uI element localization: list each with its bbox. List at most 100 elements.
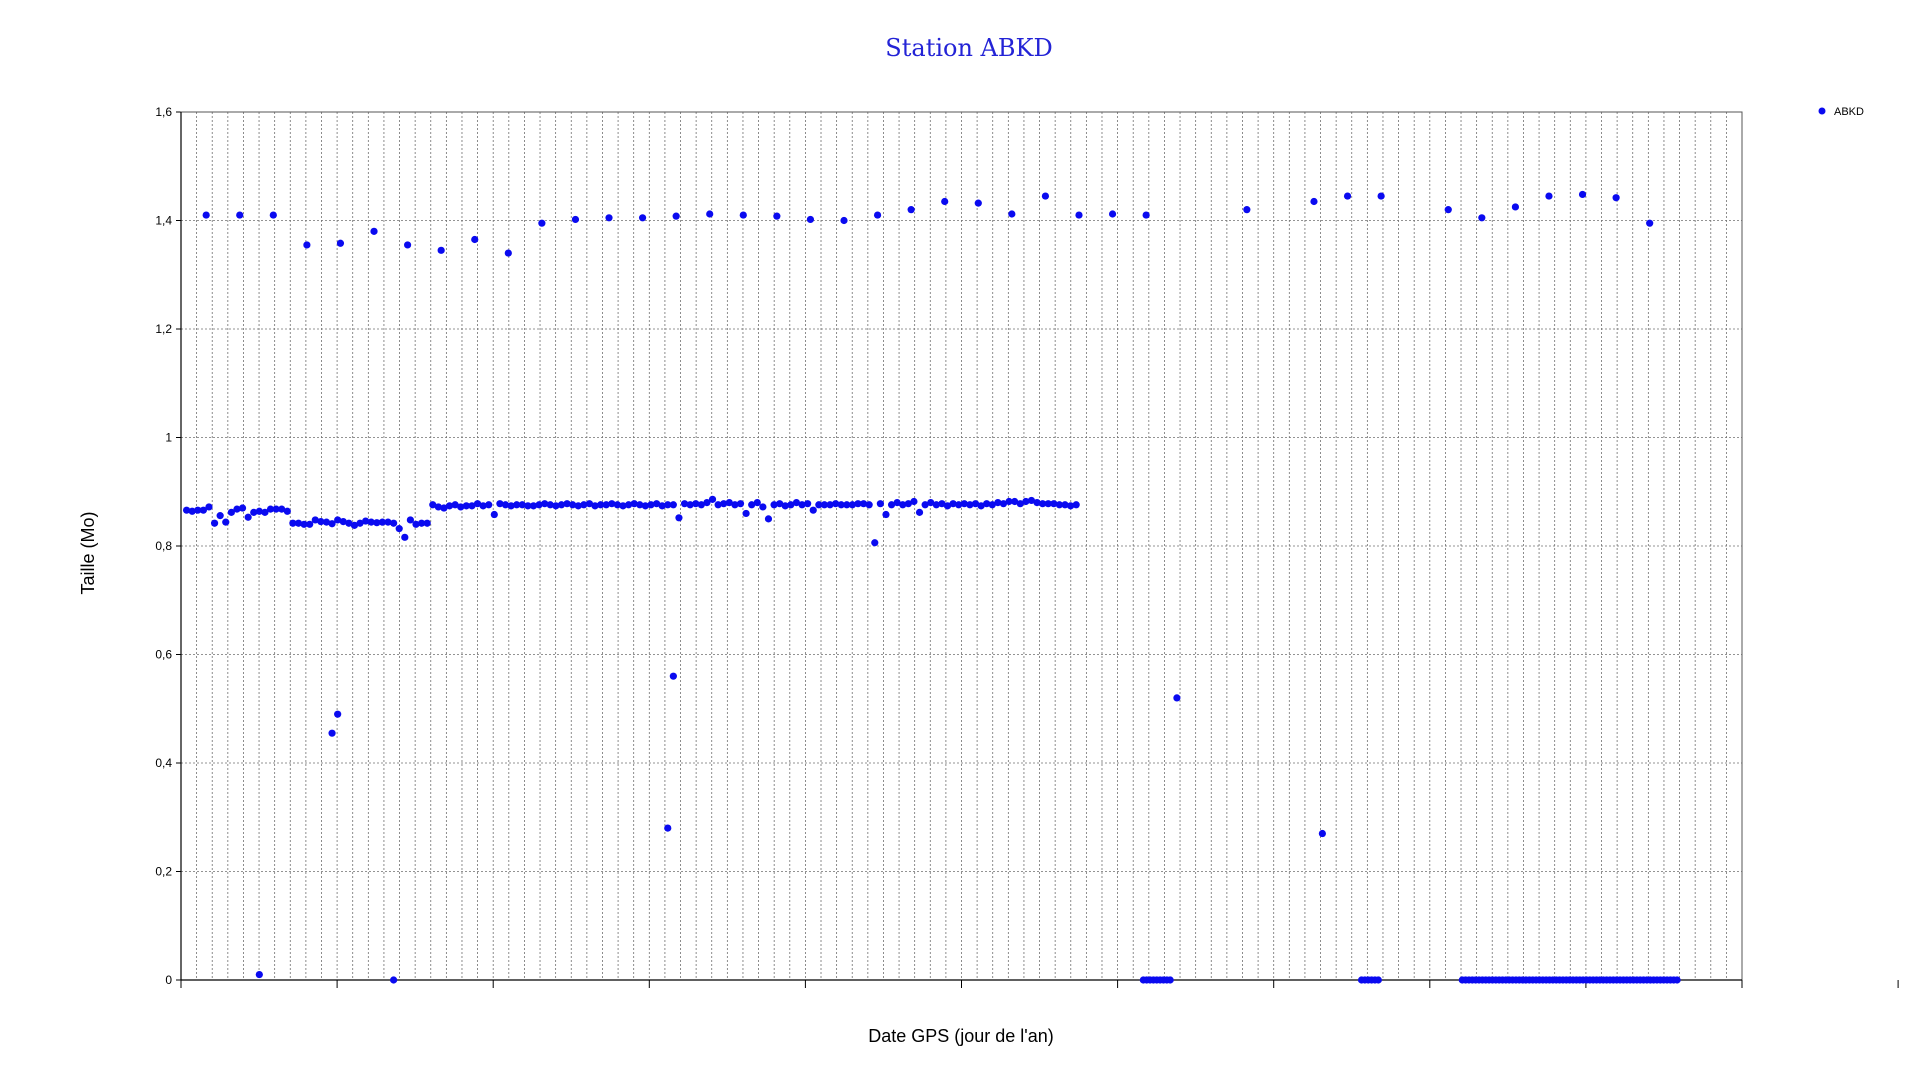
- data-point: [608, 500, 616, 508]
- data-point: [943, 502, 952, 510]
- data-point: [804, 500, 812, 508]
- data-point: [334, 710, 342, 718]
- data-point: [390, 519, 398, 527]
- data-point: [1039, 500, 1047, 508]
- data-point: [233, 505, 241, 513]
- y-tick-label: 1,2: [155, 322, 172, 336]
- data-point: [714, 501, 722, 509]
- y-axis-label: Taille (Mo): [78, 511, 98, 594]
- data-point: [932, 501, 940, 509]
- data-point: [1166, 976, 1174, 984]
- data-point: [403, 241, 412, 249]
- data-point: [356, 519, 364, 527]
- data-point: [401, 533, 409, 541]
- data-point: [647, 501, 655, 509]
- plot-area: 0 0,2 0,4 0,6 0,8 1 1,2 1,4 1,6: [155, 105, 1899, 988]
- data-point: [445, 502, 454, 510]
- data-point: [236, 211, 244, 219]
- data-point: [907, 206, 915, 214]
- data-point: [362, 517, 370, 525]
- data-point: [675, 514, 683, 522]
- data-point: [496, 500, 504, 508]
- data-point: [1243, 206, 1251, 214]
- data-point: [345, 519, 353, 527]
- data-point: [736, 500, 745, 508]
- data-point: [977, 502, 985, 510]
- data-point: [462, 502, 470, 510]
- chart-title: Station ABKD: [885, 34, 1052, 62]
- data-point: [837, 501, 845, 509]
- data-point: [513, 501, 521, 509]
- data-point: [602, 501, 610, 509]
- data-point: [390, 976, 398, 984]
- data-point: [597, 501, 605, 509]
- data-point: [188, 507, 196, 515]
- data-point: [571, 215, 580, 224]
- data-point: [1075, 211, 1083, 219]
- data-point: [1545, 192, 1553, 200]
- data-point: [278, 505, 286, 513]
- data-point: [1067, 502, 1075, 510]
- data-point: [336, 239, 345, 247]
- data-point: [697, 501, 705, 509]
- data-point: [485, 501, 493, 509]
- data-point: [613, 501, 622, 509]
- data-point: [1016, 500, 1024, 508]
- y-tick-label: 1: [165, 431, 172, 445]
- data-point: [507, 502, 515, 510]
- data-point: [630, 500, 638, 508]
- data-point: [826, 501, 834, 509]
- data-point: [574, 502, 582, 510]
- data-point: [619, 502, 627, 510]
- data-point: [468, 502, 476, 510]
- data-point: [524, 502, 532, 510]
- data-point: [669, 672, 677, 680]
- data-point: [440, 504, 448, 512]
- data-point: [1061, 501, 1069, 509]
- data-point: [518, 501, 526, 509]
- data-point: [876, 500, 884, 508]
- data-point: [809, 506, 817, 514]
- data-point: [941, 197, 949, 206]
- data-point: [328, 729, 336, 737]
- data-point: [1318, 829, 1326, 838]
- data-point: [334, 516, 342, 524]
- legend-label: ABKD: [1834, 106, 1864, 118]
- data-point: [792, 499, 801, 507]
- data-point: [538, 219, 546, 227]
- data-point: [294, 519, 303, 527]
- data-point: [904, 500, 912, 508]
- data-point: [1578, 190, 1587, 199]
- data-point: [994, 499, 1002, 507]
- data-point: [1478, 214, 1486, 222]
- data-point: [417, 519, 426, 527]
- data-point: [865, 501, 873, 509]
- data-point: [759, 503, 767, 511]
- legend: ABKD: [1818, 106, 1864, 118]
- data-point: [960, 500, 968, 508]
- data-point: [457, 503, 465, 511]
- data-point: [859, 500, 868, 508]
- data-point: [471, 235, 479, 244]
- y-tick-label: 0,2: [155, 865, 172, 879]
- data-point: [725, 499, 733, 507]
- x-axis-label: Date GPS (jour de l'an): [868, 1026, 1054, 1046]
- data-point: [983, 500, 991, 508]
- data-point: [708, 495, 717, 503]
- data-point: [776, 500, 784, 508]
- data-point: [840, 216, 848, 225]
- data-point: [317, 517, 325, 526]
- data-point: [269, 211, 277, 219]
- data-point: [820, 501, 829, 509]
- data-point: [244, 513, 252, 521]
- data-point: [283, 507, 291, 515]
- data-point: [261, 508, 269, 516]
- data-point: [748, 501, 756, 509]
- data-point: [955, 501, 963, 509]
- data-point: [306, 520, 314, 528]
- data-point: [552, 502, 560, 510]
- data-point: [216, 512, 224, 520]
- data-point: [182, 506, 191, 514]
- data-point: [988, 501, 996, 509]
- data-point: [328, 520, 336, 528]
